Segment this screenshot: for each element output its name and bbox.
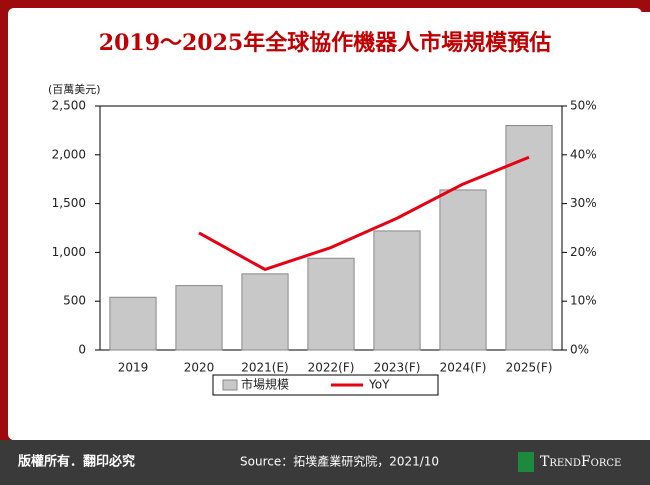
brand: TrendForce bbox=[540, 454, 621, 470]
logo-mark bbox=[518, 452, 534, 472]
y2-tick-label: 20% bbox=[570, 245, 597, 259]
legend-label: YoY bbox=[368, 378, 390, 392]
y-tick-label: 2,500 bbox=[52, 99, 86, 113]
line bbox=[198, 155, 530, 271]
footer-bar bbox=[0, 440, 650, 485]
x-tick-label: 2019 bbox=[118, 361, 149, 375]
x-tick-label: 2025(F) bbox=[506, 361, 553, 375]
bar bbox=[109, 296, 157, 351]
y2-tick-label: 40% bbox=[570, 147, 597, 161]
bar bbox=[439, 189, 487, 351]
legend-label: 市場規模 bbox=[241, 377, 289, 392]
chart-title: 2019～2025年全球協作機器人市場規模預估 bbox=[99, 30, 551, 56]
copyright: 版權所有．翻印必究 bbox=[18, 454, 135, 470]
x-tick-label: 2020 bbox=[184, 361, 215, 375]
bar bbox=[241, 273, 289, 351]
legend-box bbox=[212, 374, 439, 396]
bar bbox=[175, 285, 223, 351]
y-tick-label: 500 bbox=[63, 294, 86, 308]
x-tick-label: 2021(E) bbox=[241, 361, 288, 375]
bar bbox=[307, 257, 355, 351]
y2-tick-label: 10% bbox=[570, 294, 597, 308]
source: Source：拓墣產業研究院，2021/10 bbox=[240, 454, 439, 469]
y2-tick-label: 0% bbox=[570, 343, 589, 357]
bar bbox=[373, 230, 421, 351]
y-tick-label: 0 bbox=[78, 343, 86, 357]
y-tick-label: 1,000 bbox=[52, 245, 86, 259]
y-tick-label: 2,000 bbox=[52, 147, 86, 161]
y2-tick-label: 50% bbox=[570, 99, 597, 113]
y-tick-label: 1,500 bbox=[52, 196, 86, 210]
y2-tick-label: 30% bbox=[570, 196, 597, 210]
legend-swatch bbox=[222, 379, 238, 391]
x-tick-label: 2024(F) bbox=[440, 361, 487, 375]
y-axis-label: (百萬美元) bbox=[48, 83, 101, 96]
x-tick-label: 2023(F) bbox=[374, 361, 421, 375]
bar bbox=[505, 125, 553, 351]
x-tick-label: 2022(F) bbox=[308, 361, 355, 375]
